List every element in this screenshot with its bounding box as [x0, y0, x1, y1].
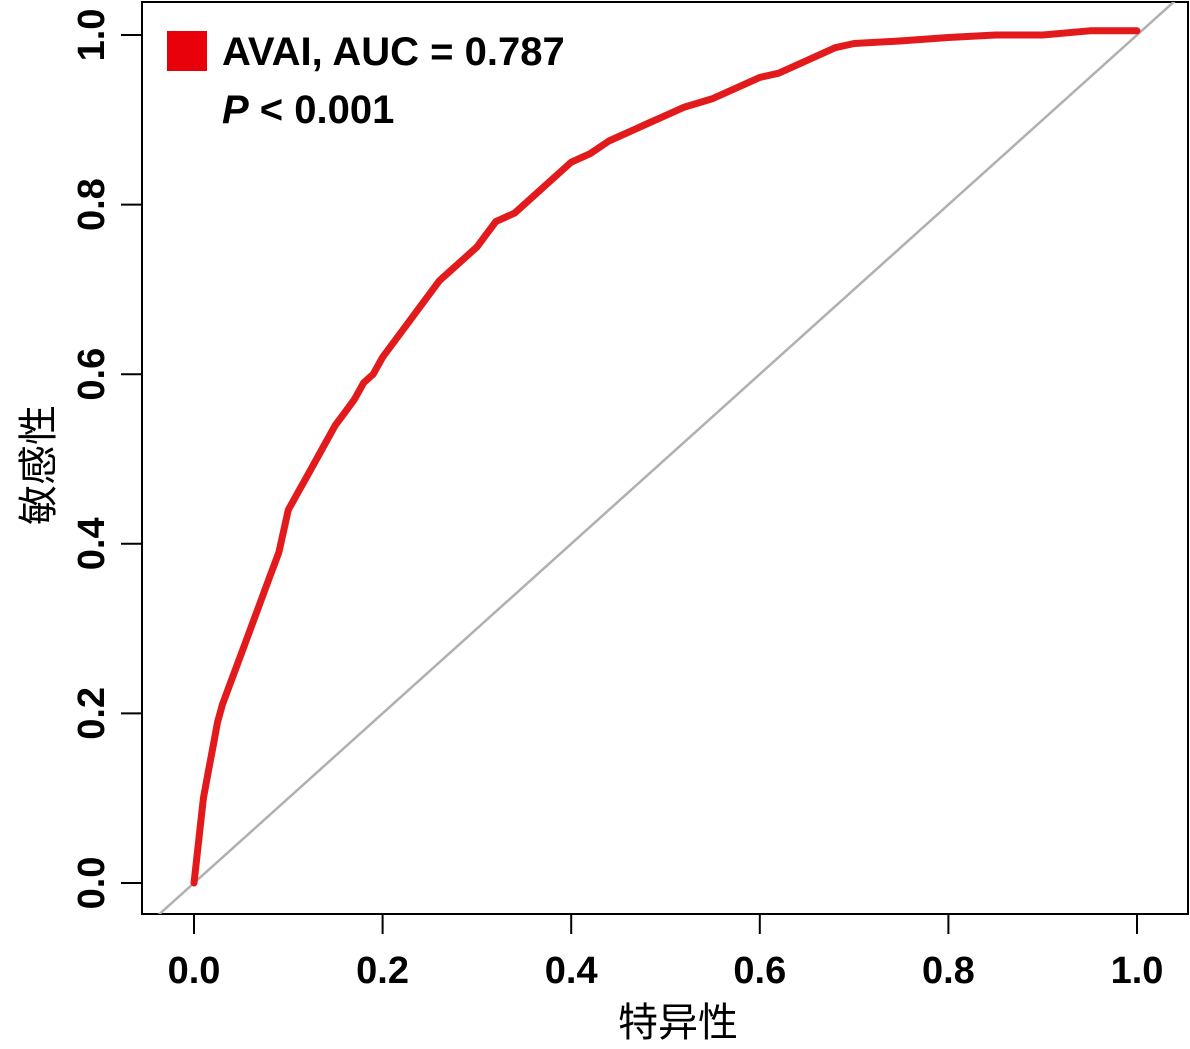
x-axis-title: 特异性 — [618, 1000, 738, 1046]
y-tick-label: 0.6 — [71, 348, 113, 401]
y-tick-label: 0.8 — [71, 178, 113, 231]
reference-diagonal — [157, 2, 1176, 914]
x-tick-label: 0.2 — [356, 950, 409, 992]
y-axis-title: 敏感性 — [16, 405, 62, 525]
p-value-text: < 0.001 — [249, 88, 395, 132]
p-value-annotation: P < 0.001 — [222, 88, 394, 132]
legend-swatch — [167, 31, 207, 71]
legend: AVAI, AUC = 0.787 P < 0.001 — [167, 30, 565, 132]
x-tick-label: 1.0 — [1111, 950, 1164, 992]
x-tick-label: 0.4 — [545, 950, 598, 992]
y-tick-label: 0.2 — [71, 687, 113, 740]
x-tick-label: 0.8 — [922, 950, 975, 992]
roc-curve-line — [190, 27, 1141, 887]
y-tick-label: 0.0 — [71, 857, 113, 910]
x-tick-label: 0.0 — [168, 950, 221, 992]
y-tick-label: 1.0 — [71, 9, 113, 62]
x-tick-label: 0.6 — [733, 950, 786, 992]
legend-entry-label: AVAI, AUC = 0.787 — [222, 30, 565, 74]
y-tick-label: 0.4 — [71, 517, 113, 570]
p-symbol: P — [222, 88, 249, 132]
